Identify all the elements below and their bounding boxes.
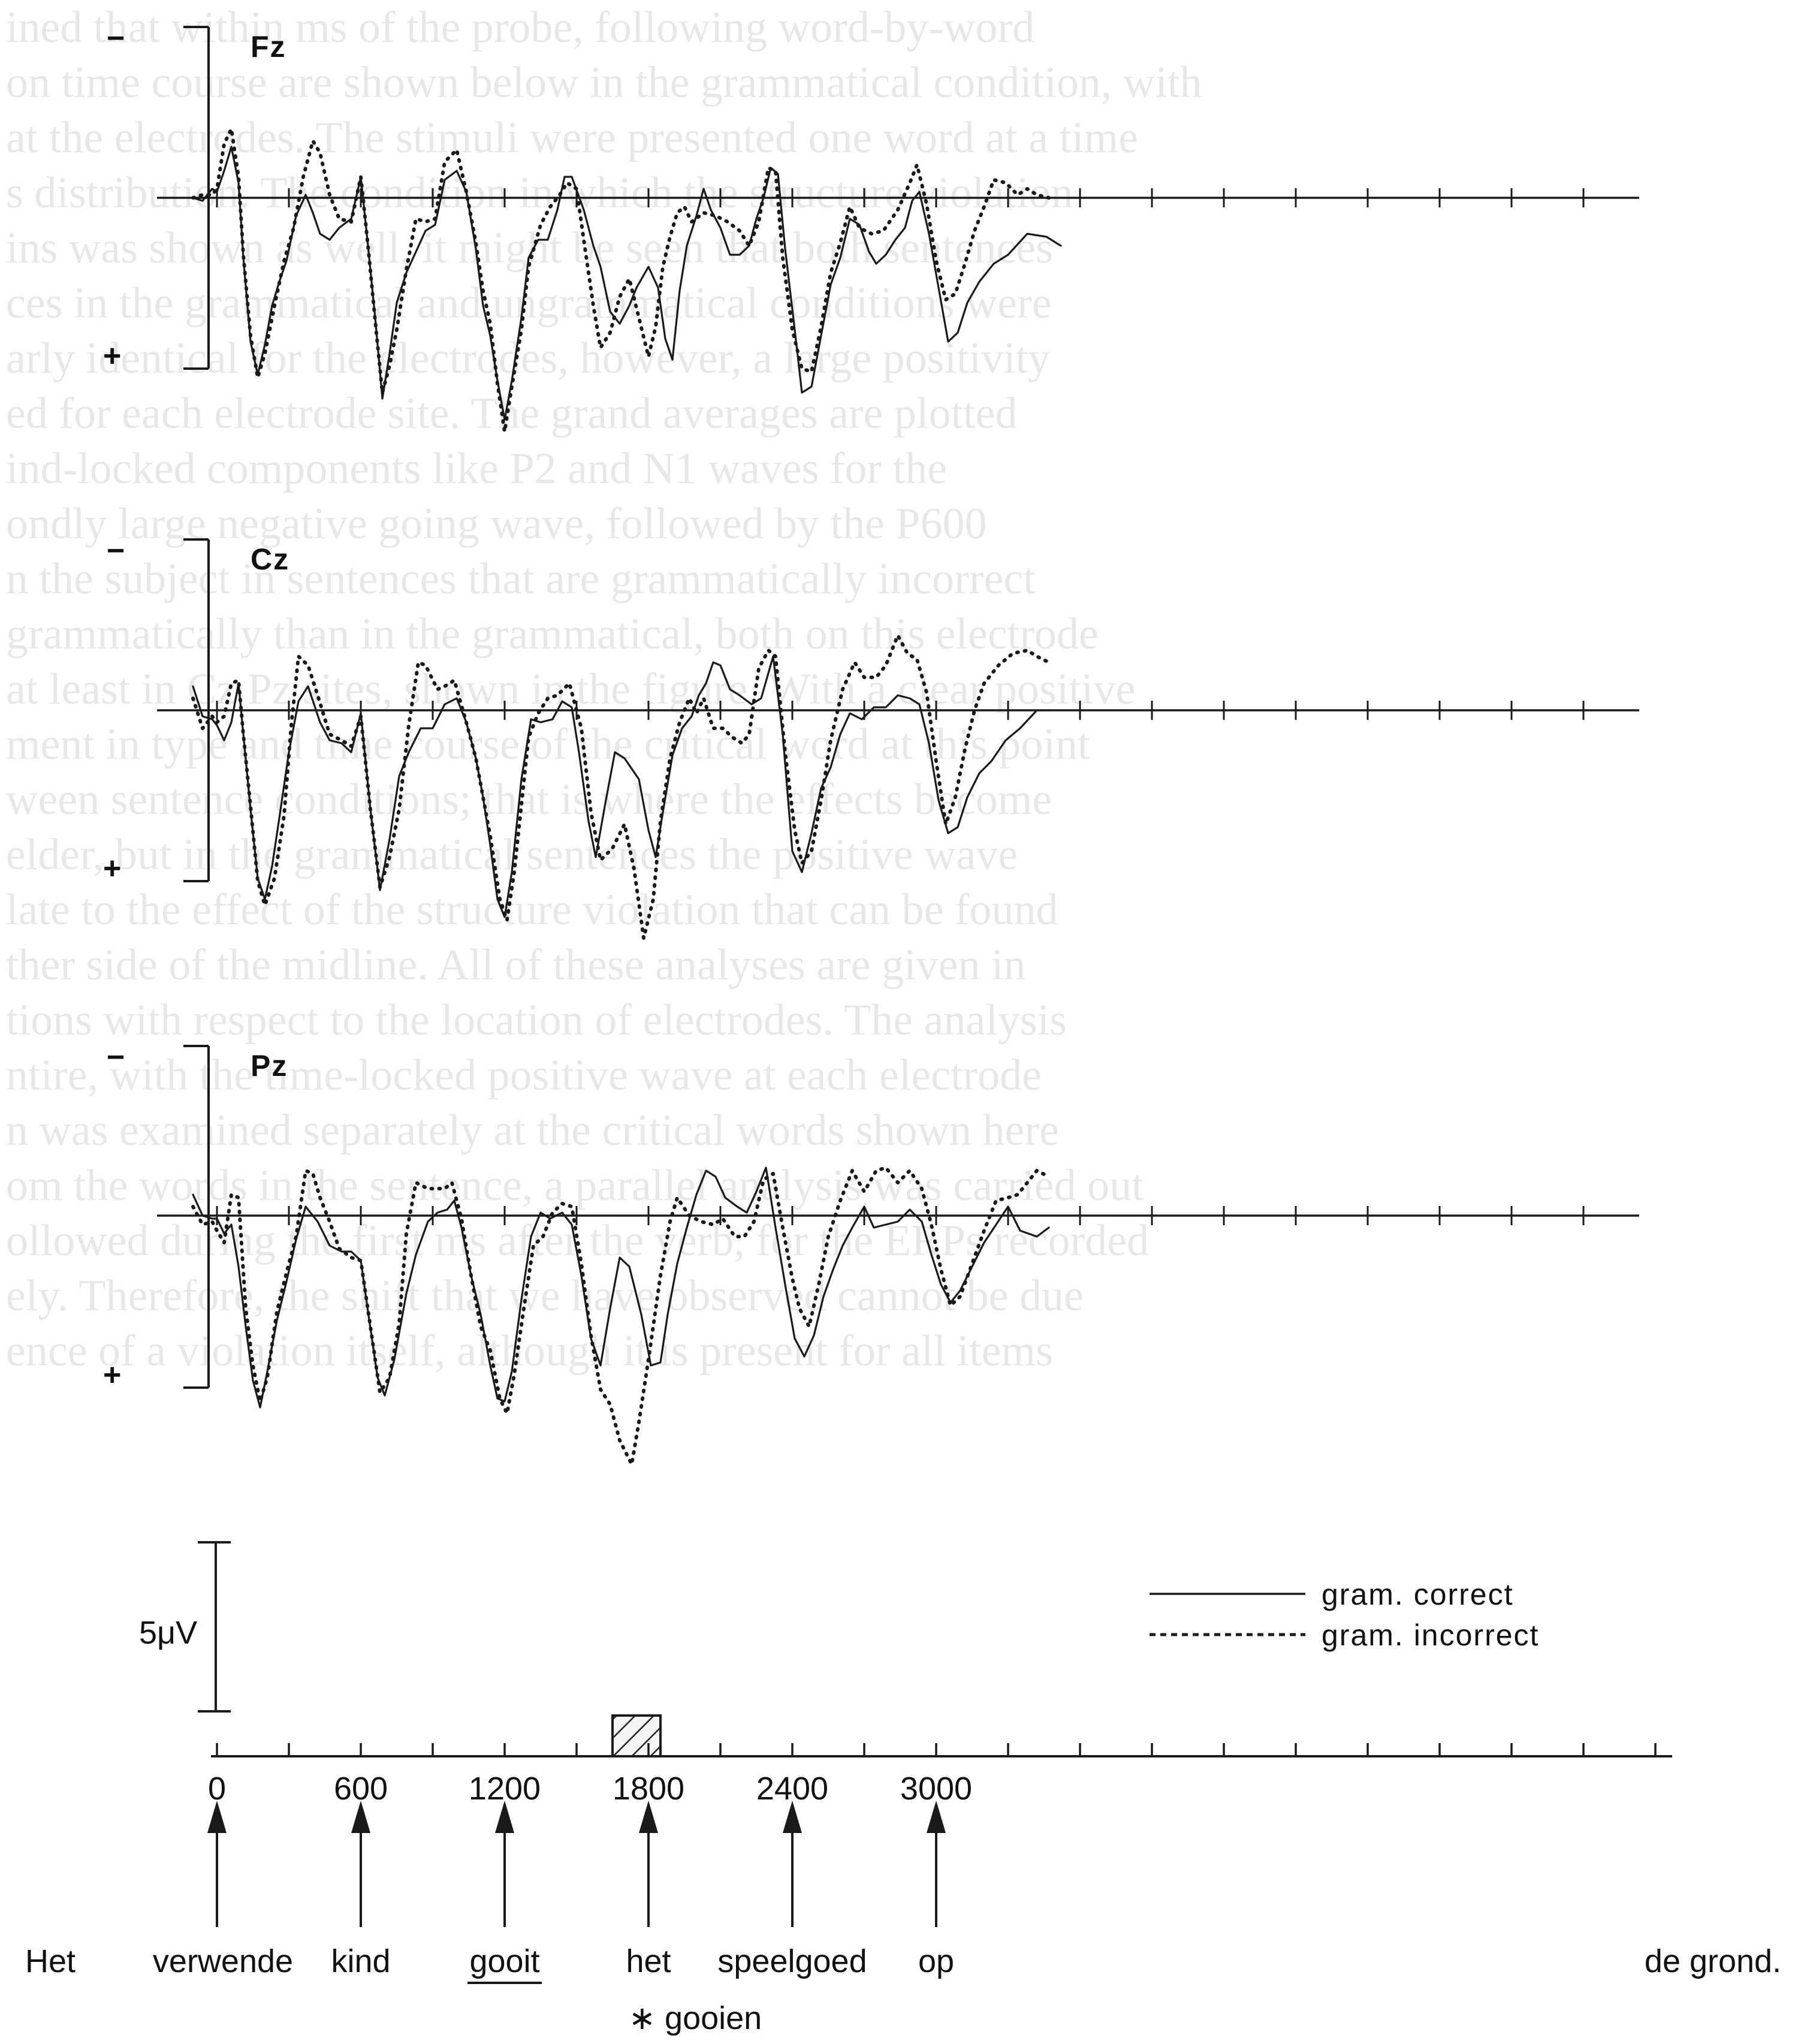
series-gram-correct	[192, 146, 1062, 421]
panel-pz: − + Pz	[103, 1040, 1639, 1466]
positive-sign: +	[103, 851, 121, 886]
negative-sign: −	[107, 21, 125, 56]
positive-sign: +	[103, 339, 121, 373]
onset-arrow-head	[927, 1801, 946, 1833]
sentence-word: kind	[331, 1943, 390, 1979]
onset-arrow-head	[783, 1801, 802, 1833]
sentence-word: verwende	[153, 1943, 293, 1979]
amplitude-scale-bar: 5μV	[139, 1541, 231, 1713]
electrode-label: Cz	[251, 542, 289, 576]
sentence-words: Het verwende kind gooit het speelgoed op de gro…	[25, 1801, 1781, 2036]
negative-sign: −	[107, 533, 125, 568]
legend: gram. correct gram. incorrect	[1150, 1578, 1539, 1652]
legend-label: gram. correct	[1322, 1578, 1514, 1611]
series-gram-incorrect	[191, 127, 1051, 433]
sentence-word: de grond.	[1645, 1943, 1781, 1979]
electrode-label: Fz	[251, 30, 286, 64]
series-gram-incorrect	[191, 1166, 1051, 1466]
sentence-word: Het	[25, 1943, 76, 1979]
electrode-label: Pz	[251, 1049, 288, 1083]
series-gram-correct	[192, 1166, 1050, 1409]
legend-label: gram. incorrect	[1322, 1618, 1539, 1652]
scale-bar-label: 5μV	[139, 1615, 197, 1651]
sentence-word: het	[626, 1943, 671, 1979]
onset-arrow-head	[639, 1801, 658, 1833]
panel-cz: − + Cz	[103, 533, 1639, 940]
onset-arrow-head	[207, 1801, 227, 1833]
onset-arrow-head	[351, 1801, 370, 1833]
series-gram-correct	[192, 655, 1050, 918]
negative-sign: −	[107, 1040, 125, 1075]
ungrammatical-alternative-word: ∗ gooien	[629, 2000, 762, 2036]
critical-window-box	[611, 1714, 662, 1757]
erp-panels: − + Fz − + Cz − + Pz	[103, 21, 1639, 1466]
time-axis: 0 600 1200 1800 2400 3000	[208, 1714, 1672, 1807]
sentence-word: op	[918, 1943, 954, 1979]
sentence-word: gooit	[469, 1943, 539, 1979]
sentence-word: speelgoed	[717, 1943, 867, 1979]
series-gram-incorrect	[191, 634, 1051, 940]
onset-arrow-head	[495, 1801, 514, 1833]
positive-sign: +	[103, 1358, 121, 1392]
panel-fz: − + Fz	[103, 21, 1639, 433]
